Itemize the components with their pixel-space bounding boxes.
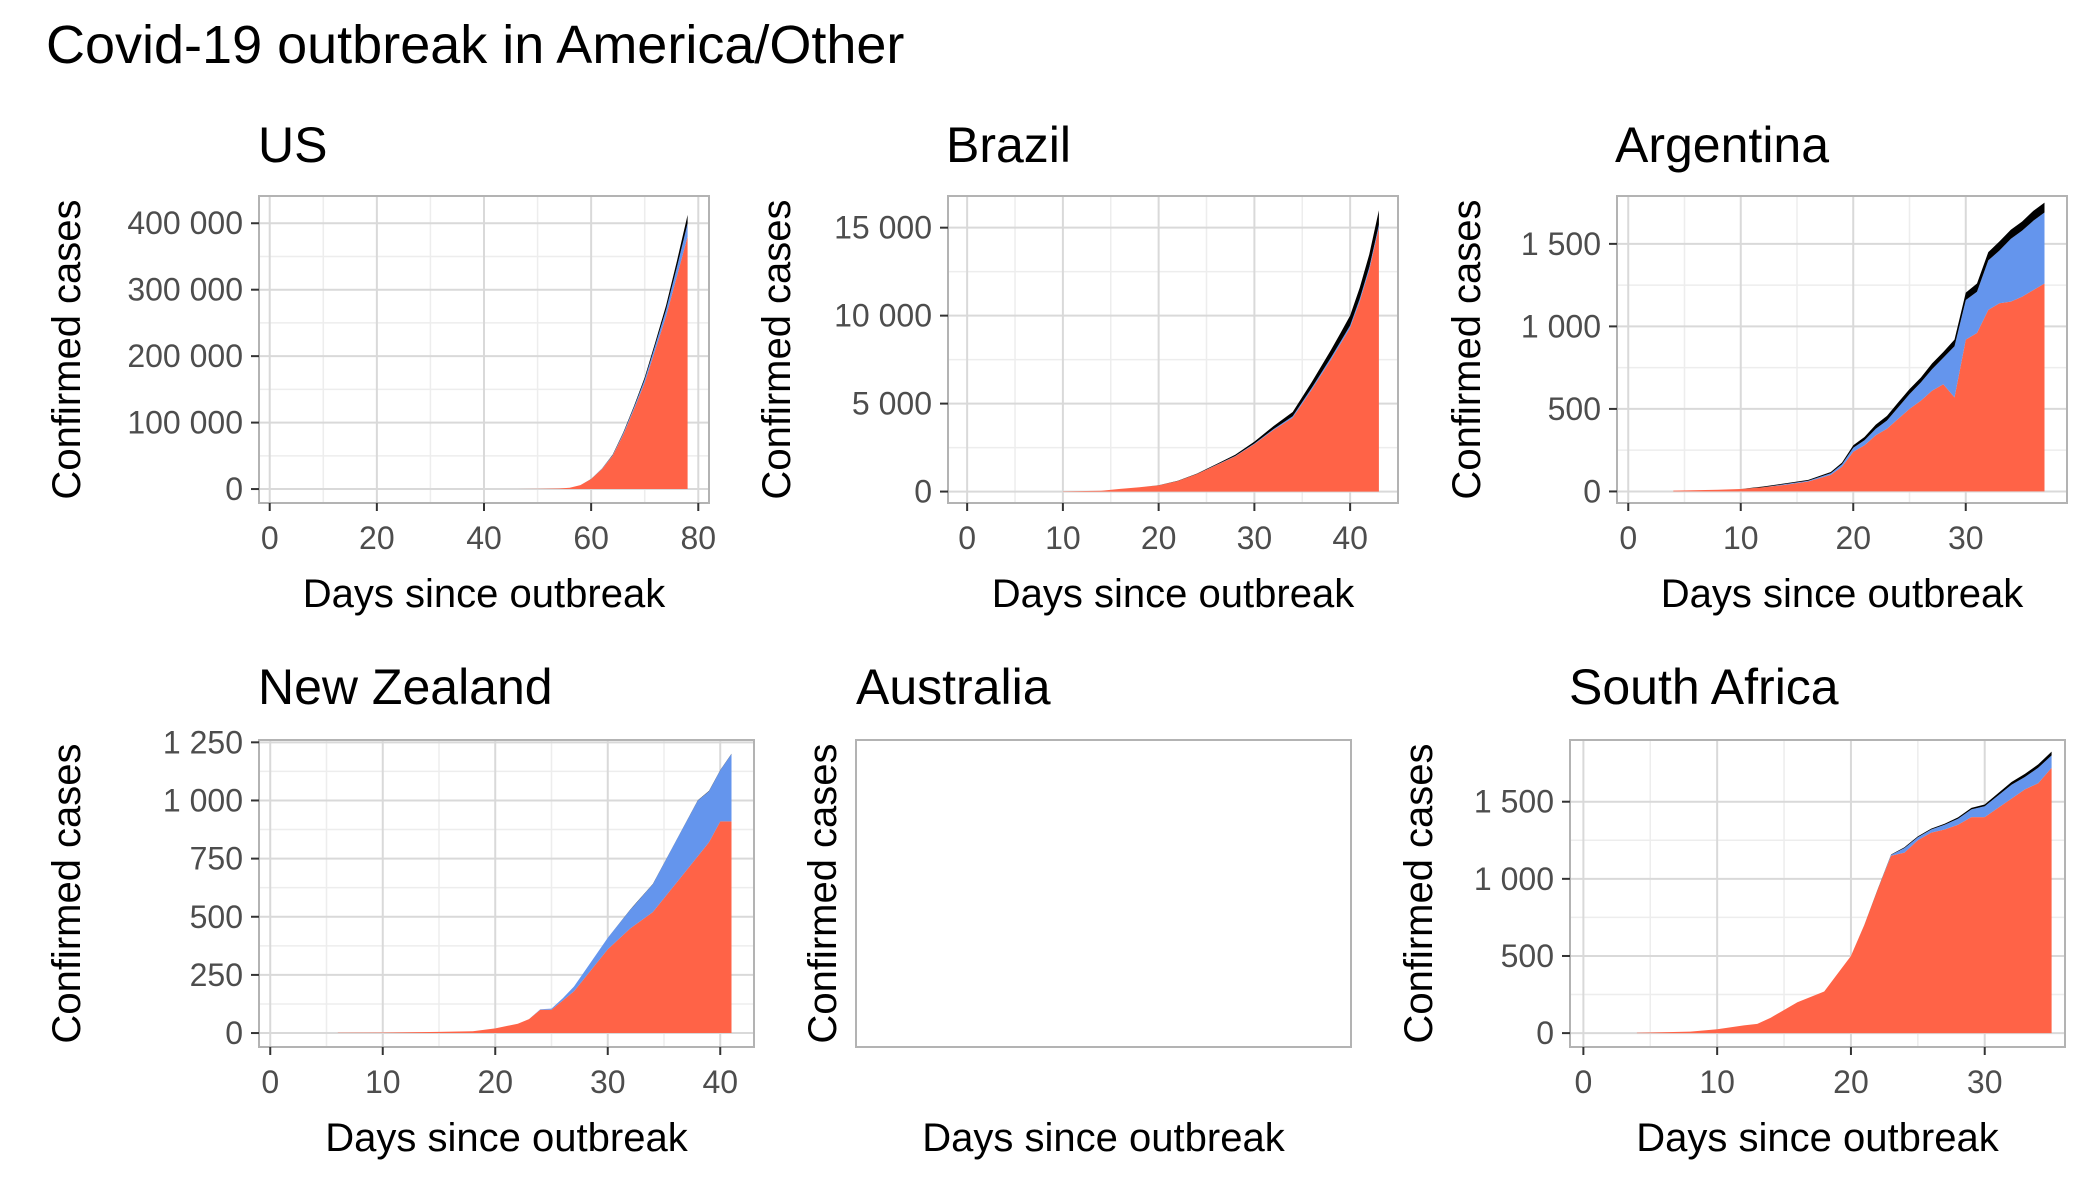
panel-border	[258, 739, 755, 1048]
x-tick-label: 10	[1699, 1064, 1735, 1100]
recovered-area	[1636, 755, 2052, 1033]
panel-title: Australia	[856, 659, 1051, 715]
y-axis-label: Confirmed cases	[45, 199, 89, 499]
chart-panel: Brazil 0 10 20 30 40 0 5 000 10 000 15 000 Days si…	[755, 117, 1399, 616]
x-tick-label: 30	[1948, 520, 1984, 556]
panel-title: New Zealand	[258, 659, 553, 715]
x-tick-label: 10	[365, 1064, 401, 1100]
y-tick-label: 400 000	[127, 205, 243, 241]
y-tick-label: 0	[225, 471, 243, 507]
x-tick-label: 30	[1967, 1064, 2003, 1100]
y-axis-label: Confirmed cases	[1445, 199, 1489, 499]
x-tick-label: 20	[1141, 520, 1177, 556]
panel-title: Argentina	[1615, 117, 1829, 173]
page-title: Covid-19 outbreak in America/Other	[46, 15, 905, 75]
chart-panel: South Africa 0 10 20 30 0 500 1 000 1 500 Days si…	[1397, 659, 2066, 1160]
y-axis-label: Confirmed cases	[801, 743, 845, 1043]
x-tick-label: 0	[1574, 1064, 1592, 1100]
x-tick-label: 20	[1833, 1064, 1869, 1100]
y-tick-label: 300 000	[127, 272, 243, 308]
y-tick-label: 10 000	[834, 298, 932, 334]
y-tick-label: 750	[190, 841, 243, 877]
confirmed-area	[337, 821, 732, 1033]
y-tick-label: 0	[225, 1015, 243, 1051]
y-tick-label: 1 500	[1474, 784, 1554, 820]
panel-title: Brazil	[946, 117, 1071, 173]
x-tick-label: 60	[573, 520, 609, 556]
x-tick-label: 80	[680, 520, 716, 556]
y-tick-label: 1 500	[1521, 226, 1601, 262]
panel-title: South Africa	[1569, 659, 1839, 715]
panel-border	[947, 195, 1399, 504]
panel-border	[1569, 739, 2066, 1048]
x-axis-label: Days since outbreak	[992, 572, 1355, 616]
x-tick-label: 40	[466, 520, 502, 556]
recovered-area	[337, 754, 732, 1033]
x-tick-label: 20	[477, 1064, 513, 1100]
y-tick-label: 200 000	[127, 338, 243, 374]
x-axis-label: Days since outbreak	[1661, 572, 2024, 616]
y-tick-label: 0	[1536, 1015, 1554, 1051]
y-tick-label: 500	[1501, 938, 1554, 974]
x-tick-label: 0	[1619, 520, 1637, 556]
confirmed-area	[516, 236, 688, 489]
y-tick-label: 100 000	[127, 405, 243, 441]
x-axis-label: Days since outbreak	[303, 572, 666, 616]
panel-border	[1616, 195, 2068, 504]
confirmed-area	[1673, 283, 2045, 492]
x-tick-label: 0	[261, 1064, 279, 1100]
x-tick-label: 0	[261, 520, 279, 556]
x-tick-label: 30	[1237, 520, 1273, 556]
y-tick-label: 500	[190, 899, 243, 935]
x-tick-label: 40	[1332, 520, 1368, 556]
x-tick-label: 10	[1723, 520, 1759, 556]
y-tick-label: 1 000	[1521, 308, 1601, 344]
y-tick-label: 0	[1583, 473, 1601, 509]
y-tick-label: 500	[1548, 391, 1601, 427]
y-axis-label: Confirmed cases	[45, 743, 89, 1043]
y-tick-label: 5 000	[852, 386, 932, 422]
x-axis-label: Days since outbreak	[922, 1116, 1285, 1160]
x-axis-label: Days since outbreak	[1636, 1116, 1999, 1160]
y-tick-label: 1 000	[163, 782, 243, 818]
y-axis-label: Confirmed cases	[1397, 743, 1441, 1043]
x-tick-label: 10	[1045, 520, 1081, 556]
panel-title: US	[258, 117, 327, 173]
x-tick-label: 20	[1835, 520, 1871, 556]
y-tick-label: 15 000	[834, 210, 932, 246]
x-tick-label: 0	[958, 520, 976, 556]
y-tick-label: 1 250	[163, 724, 243, 760]
y-tick-label: 250	[190, 957, 243, 993]
confirmed-area	[1062, 227, 1379, 492]
confirmed-area	[1636, 767, 2052, 1034]
chart-panel: Argentina 0 10 20 30 0 500 1 000 1 500 Days since…	[1445, 117, 2068, 616]
x-tick-label: 40	[702, 1064, 738, 1100]
y-tick-label: 0	[914, 474, 932, 510]
y-tick-label: 1 000	[1474, 861, 1554, 897]
panel-border	[855, 739, 1352, 1048]
chart-panel: Australia Days since outbreak Confirmed ca…	[801, 659, 1352, 1160]
chart-panel: New Zealand 0 10 20 30 40 0 250 500 750 1 000 1 250…	[45, 659, 755, 1160]
x-tick-label: 30	[590, 1064, 626, 1100]
x-tick-label: 20	[359, 520, 395, 556]
chart-panel: US 0 20 40 60 80 0 100 000 200 000 300 000 400 000…	[45, 117, 716, 616]
y-axis-label: Confirmed cases	[755, 199, 799, 499]
x-axis-label: Days since outbreak	[325, 1116, 688, 1160]
